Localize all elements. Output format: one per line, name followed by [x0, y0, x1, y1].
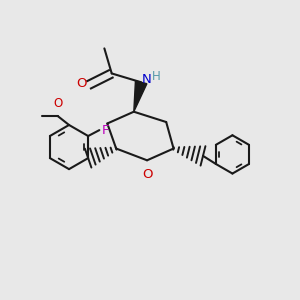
- Text: N: N: [142, 74, 151, 86]
- Text: O: O: [53, 97, 62, 110]
- Text: F: F: [101, 124, 109, 136]
- Polygon shape: [134, 81, 147, 112]
- Text: O: O: [76, 77, 87, 90]
- Text: H: H: [152, 70, 161, 83]
- Text: O: O: [142, 168, 152, 181]
